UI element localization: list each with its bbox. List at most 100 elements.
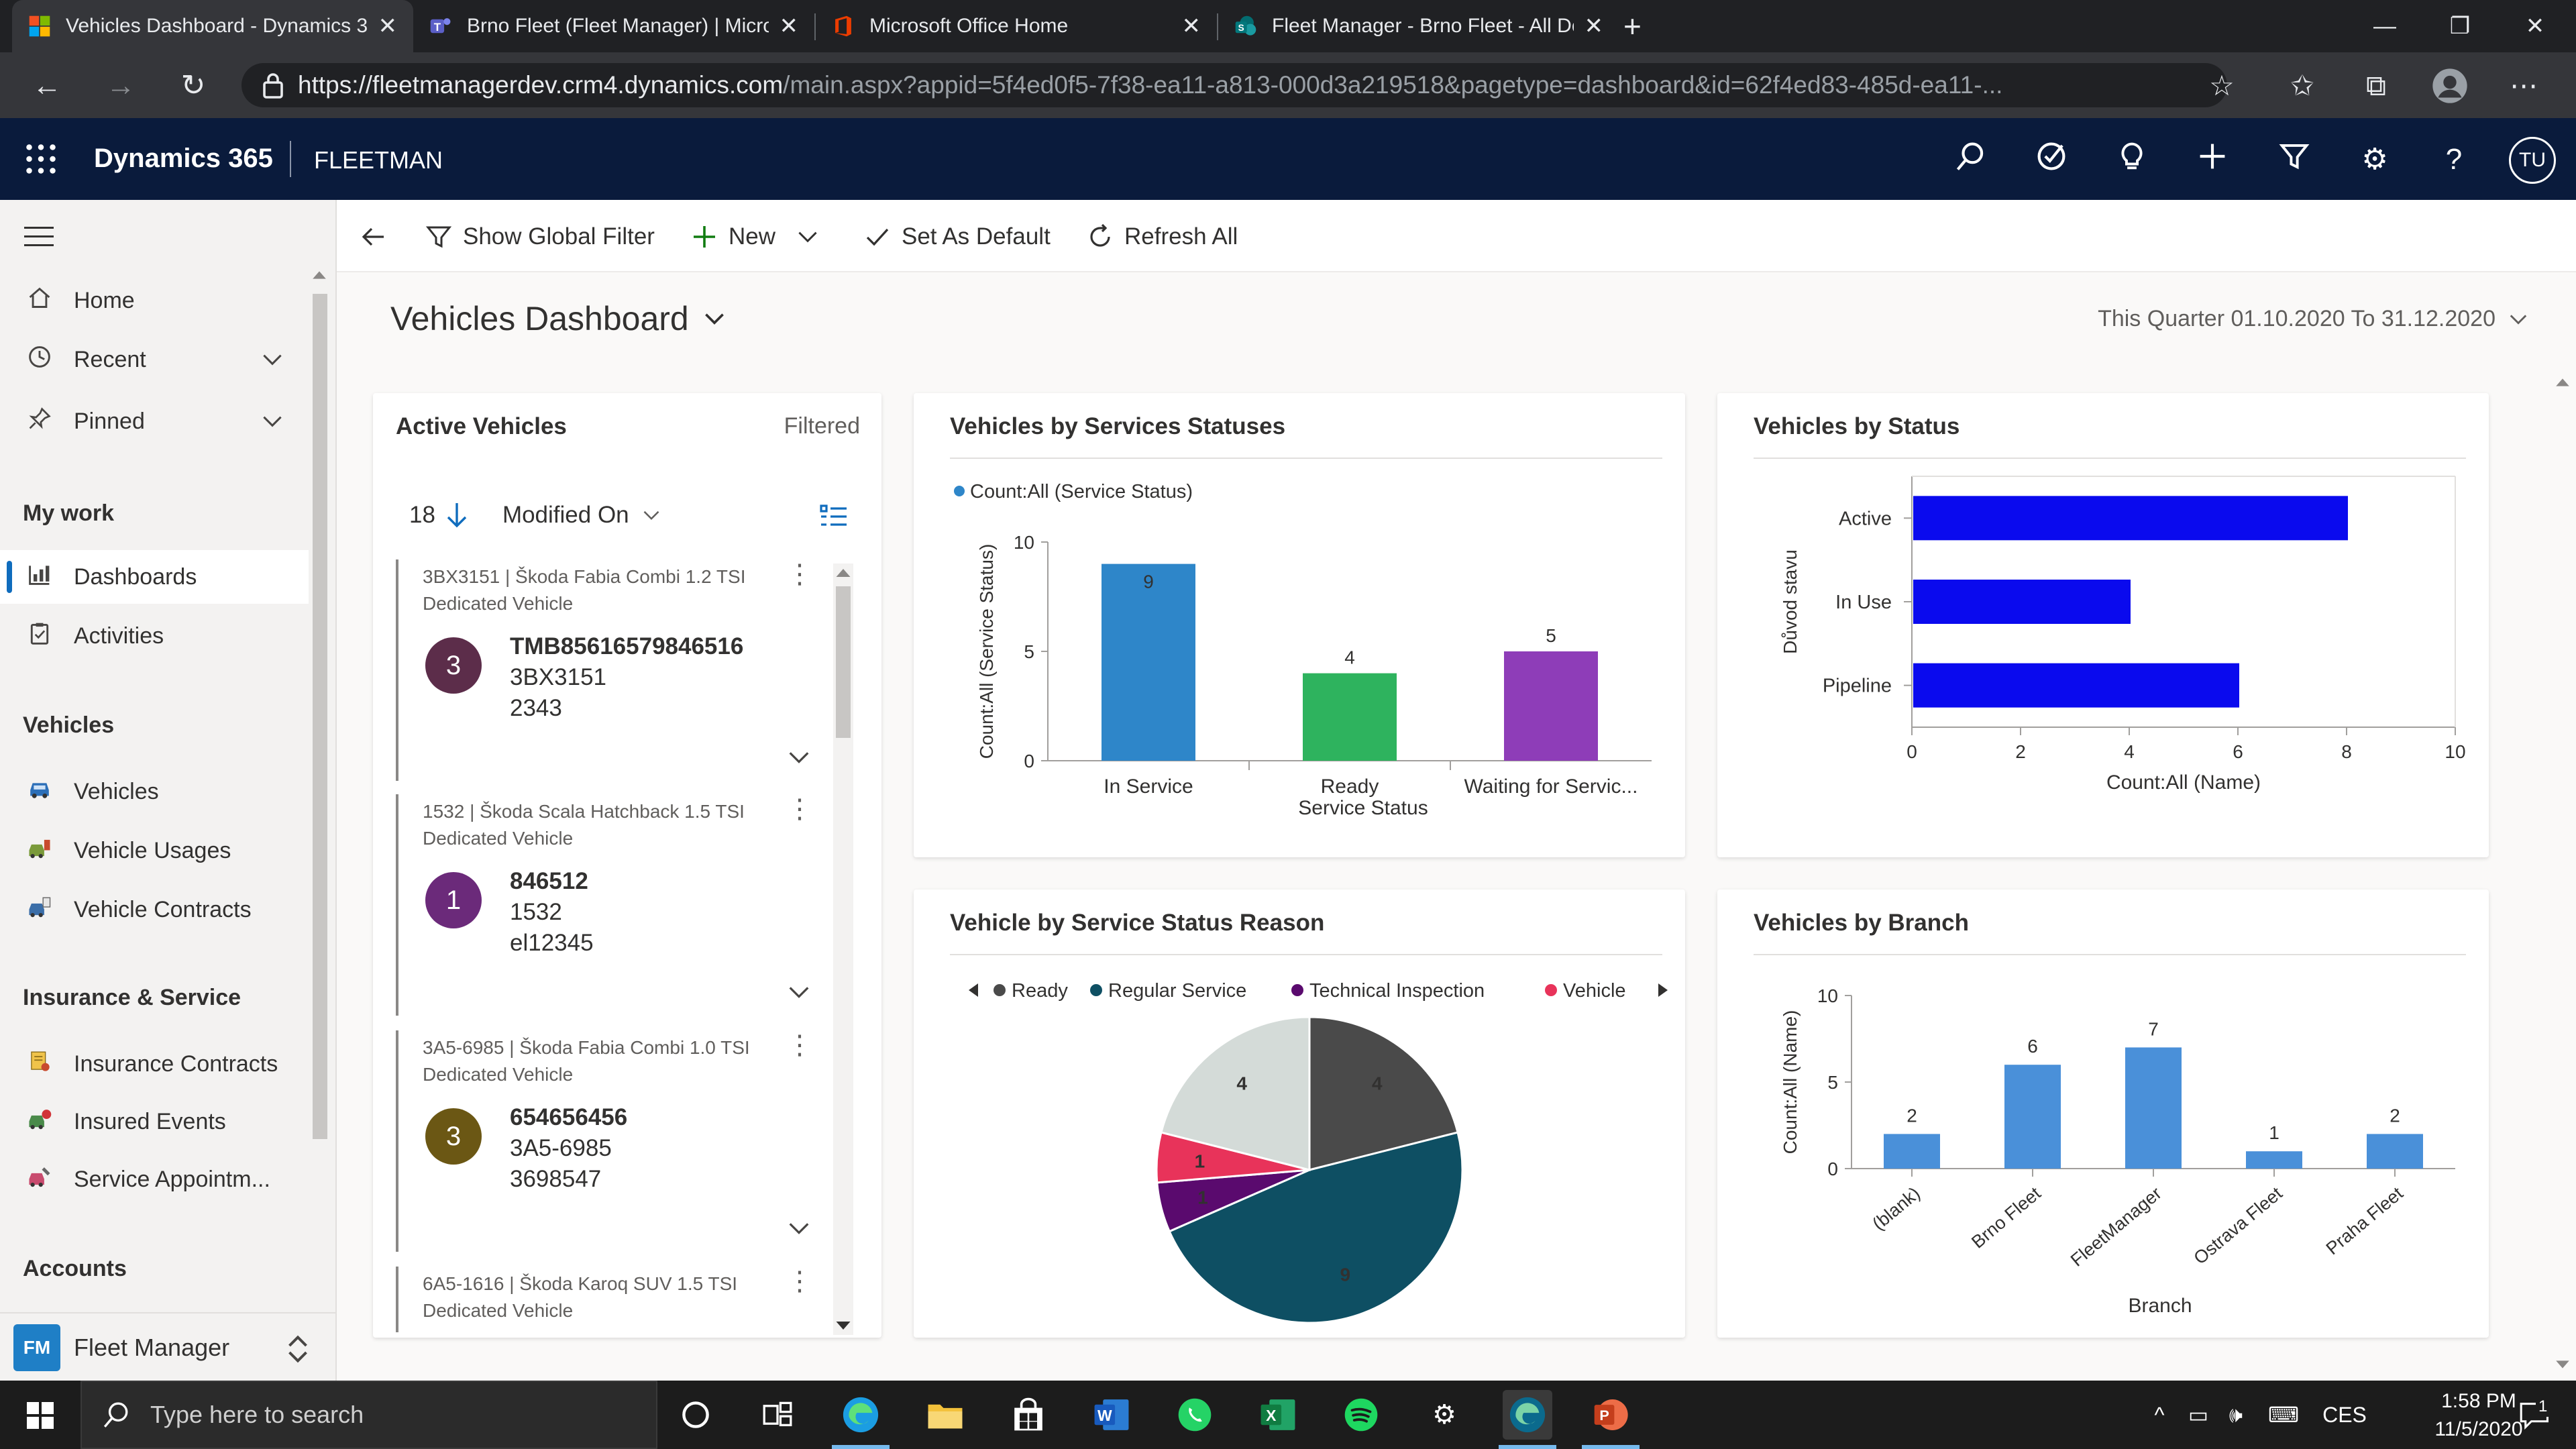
more-options-icon[interactable]: ⋮ <box>786 1030 813 1060</box>
store-icon[interactable] <box>1004 1390 1053 1440</box>
more-options-icon[interactable]: ⋮ <box>786 559 813 589</box>
vehicles-by-branch-bar-chart[interactable]: 0 5 10 2 (blank) 6 Brno Fleet 7 FleetManager 1 Ost… <box>1717 957 2489 1332</box>
refresh-all-button[interactable]: Refresh All <box>1087 220 1238 254</box>
show-global-filter-button[interactable]: Show Global Filter <box>425 220 655 254</box>
sidebar-item-activities[interactable]: Activities <box>0 609 309 663</box>
new-tab-icon[interactable]: + <box>1623 9 1642 44</box>
tab-office-home[interactable]: Microsoft Office Home ✕ <box>816 0 1217 52</box>
dashboard-selector[interactable]: Vehicles Dashboard <box>390 299 727 338</box>
settings-gear-icon[interactable]: ⚙ <box>2361 143 2388 176</box>
forward-icon[interactable]: → <box>106 69 136 102</box>
close-tab-icon[interactable]: ✕ <box>1584 13 1604 39</box>
edge-dev-icon[interactable] <box>1503 1390 1552 1440</box>
expand-chevron-icon[interactable] <box>786 745 812 770</box>
notifications-icon[interactable]: 1 <box>2509 1381 2563 1449</box>
close-tab-icon[interactable]: ✕ <box>779 13 799 39</box>
list-item[interactable]: 1532 | Škoda Scala Hatchback 1.5 TSI Ded… <box>396 794 825 1016</box>
sidebar-item-recent[interactable]: Recent <box>0 333 309 386</box>
sidebar-item-home[interactable]: Home <box>0 274 309 327</box>
sidebar-item-vehicles[interactable]: Vehicles <box>0 765 309 818</box>
time-frame-selector[interactable]: This Quarter 01.10.2020 To 31.12.2020 <box>2098 306 2529 332</box>
product-name[interactable]: Dynamics 365 <box>94 144 273 173</box>
volume-icon[interactable]: 🕪 <box>2229 1403 2243 1427</box>
input-language[interactable]: CES <box>2322 1403 2367 1427</box>
area-switcher[interactable]: FM Fleet Manager <box>0 1312 335 1382</box>
more-options-icon[interactable]: ⋮ <box>786 1267 813 1296</box>
edge-browser-icon[interactable] <box>836 1390 885 1440</box>
dashboard-scroll-down-icon[interactable] <box>2553 1355 2572 1374</box>
whatsapp-icon[interactable] <box>1170 1390 1220 1440</box>
chevron-down-icon[interactable] <box>260 347 284 372</box>
start-windows-icon[interactable] <box>0 1381 80 1449</box>
sidebar-item-insured-events[interactable]: Insured Events <box>0 1095 309 1148</box>
list-scroll-thumb[interactable] <box>836 586 851 738</box>
sidebar-item-dashboards[interactable]: Dashboards <box>0 550 309 604</box>
powerpoint-icon[interactable]: P <box>1586 1390 1635 1440</box>
close-tab-icon[interactable]: ✕ <box>1181 13 1201 39</box>
collections-icon[interactable]: ⧉ <box>2366 70 2386 101</box>
add-icon[interactable] <box>2194 141 2231 178</box>
new-button[interactable]: New <box>691 220 820 254</box>
vehicle-status-bar-chart[interactable]: 0 2 4 6 8 10 Active In Use Pipeline Count:All (Na… <box>1717 460 2489 849</box>
excel-icon[interactable]: X <box>1253 1390 1303 1440</box>
list-item[interactable]: 3BX3151 | Škoda Fabia Combi 1.2 TSI Dedi… <box>396 559 825 781</box>
hamburger-menu-icon[interactable] <box>24 227 54 247</box>
search-icon[interactable] <box>1952 141 1990 178</box>
sidebar-item-pinned[interactable]: Pinned <box>0 394 309 448</box>
sidebar-item-service-appointments[interactable]: Service Appointm... <box>0 1152 309 1206</box>
more-options-icon[interactable]: ⋯ <box>2510 70 2538 101</box>
record-title[interactable]: 846512 <box>510 868 588 894</box>
word-icon[interactable]: W <box>1087 1390 1136 1440</box>
app-name[interactable]: FLEETMAN <box>314 146 443 174</box>
profile-icon[interactable] <box>2428 64 2471 107</box>
tab-vehicles-dashboard[interactable]: Vehicles Dashboard - Dynamics 365 ✕ <box>12 0 413 52</box>
lightbulb-icon[interactable] <box>2113 141 2151 178</box>
maximize-icon[interactable]: ❐ <box>2449 13 2471 39</box>
task-check-icon[interactable] <box>2033 141 2070 178</box>
services-statuses-bar-chart[interactable]: Count:All (Service Status) 0 5 10 9 In Servic… <box>914 460 1685 849</box>
record-title[interactable]: 654656456 <box>510 1104 628 1130</box>
file-explorer-icon[interactable] <box>920 1390 970 1440</box>
cortana-icon[interactable] <box>671 1390 720 1440</box>
list-item[interactable]: 3A5-6985 | Škoda Fabia Combi 1.0 TSI Ded… <box>396 1030 825 1252</box>
chevron-down-icon[interactable] <box>260 409 284 433</box>
settings-gear-icon[interactable]: ⚙ <box>1432 1400 1456 1430</box>
close-tab-icon[interactable]: ✕ <box>378 13 398 39</box>
task-view-icon[interactable] <box>753 1390 802 1440</box>
more-options-icon[interactable]: ⋮ <box>786 794 813 824</box>
help-icon[interactable]: ? <box>2445 143 2463 176</box>
sort-control[interactable]: 18 Modified On <box>409 500 661 530</box>
expand-chevron-icon[interactable] <box>786 1216 812 1241</box>
url-field[interactable]: https://fleetmanagerdev.crm4.dynamics.co… <box>241 63 2227 107</box>
tab-sharepoint[interactable]: S Fleet Manager - Brno Fleet - All Docum… <box>1218 0 1619 52</box>
tab-teams[interactable]: T Brno Fleet (Fleet Manager) | Microsoft… <box>413 0 814 52</box>
expand-chevron-icon[interactable] <box>786 979 812 1005</box>
sidebar-item-insurance-contracts[interactable]: Insurance Contracts <box>0 1037 309 1091</box>
filter-icon[interactable] <box>2275 141 2313 178</box>
show-hidden-icons-icon[interactable]: ^ <box>2154 1403 2165 1427</box>
battery-icon[interactable]: ▭ <box>2188 1403 2209 1427</box>
favorites-icon[interactable]: ✩ <box>2290 70 2314 101</box>
taskbar-clock[interactable]: 1:58 PM 11/5/2020 <box>2415 1387 2542 1444</box>
view-list-icon[interactable] <box>820 504 848 529</box>
set-as-default-button[interactable]: Set As Default <box>864 220 1051 254</box>
chevron-down-icon[interactable] <box>796 225 820 249</box>
back-button[interactable] <box>360 220 386 254</box>
favorite-star-icon[interactable]: ☆ <box>2209 70 2235 101</box>
spotify-icon[interactable] <box>1336 1390 1386 1440</box>
sidebar-item-vehicle-usages[interactable]: Vehicle Usages <box>0 824 309 877</box>
record-title[interactable]: TMB85616579846516 <box>510 633 744 659</box>
user-avatar[interactable]: TU <box>2509 137 2556 184</box>
sidebar-item-vehicle-contracts[interactable]: Vehicle Contracts <box>0 883 309 936</box>
sort-descending-icon[interactable] <box>443 500 470 530</box>
list-item[interactable]: 6A5-1616 | Škoda Karoq SUV 1.5 TSI Dedic… <box>396 1267 825 1332</box>
dashboard-scroll-up-icon[interactable] <box>2553 373 2572 392</box>
minimize-icon[interactable]: — <box>2373 13 2396 39</box>
sidebar-scroll-thumb[interactable] <box>313 294 327 1139</box>
reload-icon[interactable]: ↻ <box>180 69 206 102</box>
close-window-icon[interactable]: ✕ <box>2525 13 2545 39</box>
keyboard-icon[interactable]: ⌨ <box>2267 1403 2300 1427</box>
taskbar-search-box[interactable]: Type here to search <box>80 1381 657 1449</box>
back-icon[interactable]: ← <box>32 69 62 102</box>
service-status-reason-pie-chart[interactable]: Ready Regular Service Technical Inspection… <box>914 957 1685 1332</box>
